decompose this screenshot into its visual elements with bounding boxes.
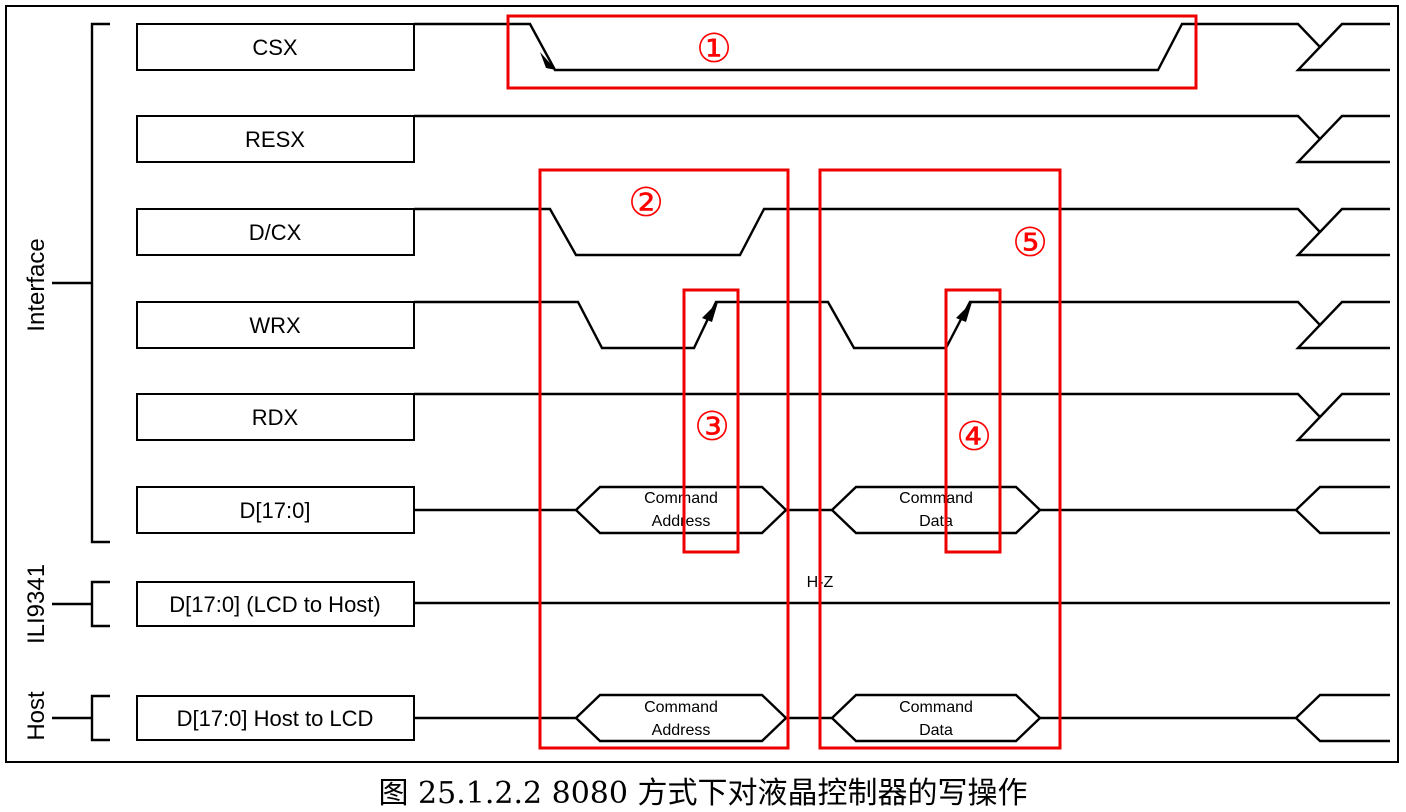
marker-4: ④ xyxy=(956,414,992,460)
waveform-rdx xyxy=(414,392,1390,442)
signal-resx: RESX xyxy=(136,115,415,163)
signal-label: D/CX xyxy=(249,220,302,245)
signal-wrx: WRX xyxy=(136,301,415,349)
waveform-wrx xyxy=(414,300,1390,350)
signal-lcd-to-host: D[17:0] (LCD to Host) xyxy=(136,581,415,627)
highlight-box-2 xyxy=(538,168,790,750)
signal-label: CSX xyxy=(252,35,298,60)
bus-text-command: Command xyxy=(644,490,718,507)
signal-rdx: RDX xyxy=(136,393,415,441)
highlight-box-3 xyxy=(682,288,740,554)
signal-label: WRX xyxy=(249,313,301,338)
bus-text-address: Address xyxy=(652,513,711,530)
signal-host-to-lcd: D[17:0] Host to LCD xyxy=(136,695,415,741)
arrow-icon xyxy=(540,52,556,70)
bus-text-data: Data xyxy=(919,513,953,530)
host-bracket xyxy=(52,694,110,742)
marker-2: ② xyxy=(628,180,664,226)
bus-text-command: Command xyxy=(644,699,718,716)
arrow-icon xyxy=(956,302,972,322)
signal-label: D[17:0] Host to LCD xyxy=(177,706,374,731)
waveform-host-to-lcd xyxy=(414,693,1390,743)
ili9341-bracket xyxy=(52,580,110,628)
signal-label: RDX xyxy=(252,405,299,430)
diagram-frame xyxy=(5,5,1399,763)
signal-data-bus: D[17:0] xyxy=(136,486,415,534)
bus-text-data: Data xyxy=(919,722,953,739)
bus-text-address: Address xyxy=(652,722,711,739)
signal-dcx: D/CX xyxy=(136,208,415,256)
waveform-csx xyxy=(414,22,1390,72)
figure-caption: 图 25.1.2.2 8080 方式下对液晶控制器的写操作 xyxy=(378,776,1028,811)
highlight-box-5 xyxy=(818,168,1062,750)
waveform-resx xyxy=(414,114,1390,164)
signal-label: RESX xyxy=(245,127,305,152)
signal-label: D[17:0] (LCD to Host) xyxy=(169,592,381,617)
group-label-interface: Interface xyxy=(23,238,50,331)
marker-5: ⑤ xyxy=(1012,220,1048,266)
signal-csx: CSX xyxy=(136,23,415,71)
group-label-host: Host xyxy=(23,691,50,741)
highlight-box-4 xyxy=(944,288,1002,554)
signal-label: D[17:0] xyxy=(240,498,311,523)
waveform-data-bus xyxy=(414,485,1390,535)
marker-1: ① xyxy=(696,26,732,72)
interface-bracket xyxy=(52,22,110,544)
bus-text-command: Command xyxy=(899,490,973,507)
highlight-box-1 xyxy=(506,14,1198,90)
group-label-ili9341: ILI9341 xyxy=(23,564,50,644)
timing-diagram: Interface ILI9341 Host CSX RESX D/CX WRX… xyxy=(5,5,1399,763)
bus-text-command: Command xyxy=(899,699,973,716)
arrow-icon xyxy=(702,302,718,322)
marker-3: ③ xyxy=(694,404,730,450)
waveform-dcx xyxy=(414,207,1390,257)
